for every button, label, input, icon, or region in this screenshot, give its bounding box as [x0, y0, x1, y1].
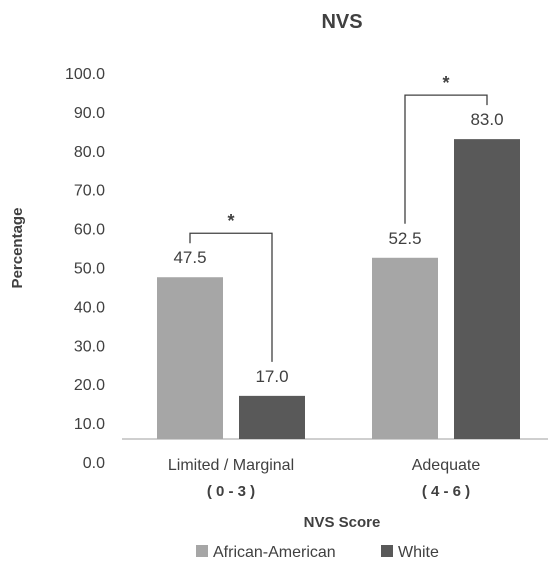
data-label: 47.5	[173, 248, 206, 267]
y-tick-label: 90.0	[74, 105, 105, 122]
x-category-range: ( 0 - 3 )	[207, 483, 255, 500]
data-label: 52.5	[388, 229, 421, 248]
x-category-label: Adequate	[412, 457, 481, 474]
y-tick-label: 100.0	[65, 66, 105, 83]
significance-marker: *	[442, 73, 449, 93]
legend: African-American White	[196, 544, 439, 561]
y-tick-label: 80.0	[74, 144, 105, 161]
y-tick-label: 0.0	[83, 455, 105, 472]
significance-bracket	[189, 232, 273, 362]
x-category-range: ( 4 - 6 )	[422, 483, 470, 500]
x-axis-label: NVS Score	[304, 514, 381, 531]
legend-label: White	[398, 544, 439, 561]
y-tick-label: 50.0	[74, 261, 105, 278]
x-category-label: Limited / Marginal	[168, 457, 294, 474]
significance-brackets: **	[189, 73, 488, 362]
bars: 47.5 17.0 52.5 83.0	[157, 110, 520, 439]
y-tick-label: 10.0	[74, 416, 105, 433]
y-axis: 0.0 10.0 20.0 30.0 40.0 50.0 60.0 70.0 80.0 90.0 1…	[65, 66, 105, 472]
bar	[239, 395, 305, 439]
legend-label: African-American	[213, 544, 336, 561]
legend-swatch	[381, 545, 393, 557]
x-axis: Limited / Marginal ( 0 - 3 ) Adequate ( 4 -…	[168, 457, 480, 500]
bar	[372, 257, 438, 439]
legend-swatch	[196, 545, 208, 557]
y-tick-label: 70.0	[74, 183, 105, 200]
y-tick-label: 40.0	[74, 299, 105, 316]
significance-bracket	[404, 94, 488, 224]
y-axis-label: Percentage	[9, 208, 26, 289]
significance-marker: *	[227, 211, 234, 231]
chart-title: NVS	[321, 11, 362, 33]
bar	[454, 139, 520, 439]
y-tick-label: 60.0	[74, 222, 105, 239]
data-label: 17.0	[255, 367, 288, 386]
bar	[157, 277, 223, 439]
y-tick-label: 20.0	[74, 377, 105, 394]
y-tick-label: 30.0	[74, 338, 105, 355]
data-label: 83.0	[470, 110, 503, 129]
